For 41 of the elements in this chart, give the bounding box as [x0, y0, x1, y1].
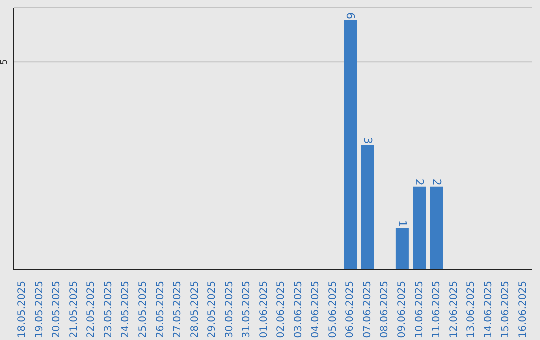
x-tick-label: 19.05.2025 — [34, 281, 46, 338]
x-tick-label: 30.05.2025 — [224, 281, 236, 338]
x-tick-label: 29.05.2025 — [207, 281, 218, 338]
x-tick-label: 04.06.2025 — [310, 281, 322, 338]
x-tick-label: 27.05.2025 — [172, 281, 184, 338]
x-tick-label: 21.05.2025 — [68, 281, 80, 338]
y-tick-label: 5 — [0, 59, 10, 65]
x-tick-label: 24.05.2025 — [120, 281, 132, 338]
x-tick-label: 31.05.2025 — [242, 281, 253, 338]
x-tick-label: 18.05.2025 — [17, 281, 28, 338]
x-tick-label: 12.06.2025 — [448, 281, 460, 338]
x-tick-label: 23.05.2025 — [103, 281, 114, 338]
bar — [396, 228, 409, 270]
x-tick-label: 06.06.2025 — [345, 281, 356, 338]
x-tick-label: 15.06.2025 — [500, 281, 512, 338]
x-tick-label: 09.06.2025 — [397, 281, 408, 338]
x-tick-label: 22.05.2025 — [86, 281, 98, 338]
x-tick-label: 03.06.2025 — [293, 281, 304, 338]
x-tick-label: 05.06.2025 — [328, 281, 339, 338]
x-tick-label: 16.06.2025 — [518, 281, 529, 338]
x-tick-label: 28.05.2025 — [190, 281, 201, 338]
x-tick-label: 14.06.2025 — [483, 281, 494, 338]
bar — [344, 20, 358, 270]
data-label: 1 — [396, 220, 409, 228]
bar — [413, 186, 426, 270]
data-label: 2 — [430, 178, 444, 186]
x-tick-label: 08.06.2025 — [380, 281, 391, 338]
bar — [430, 186, 444, 270]
x-tick-label: 25.05.2025 — [138, 281, 149, 338]
bar — [361, 145, 374, 270]
x-tick-label: 13.06.2025 — [466, 281, 478, 338]
x-tick-label: 26.05.2025 — [155, 281, 166, 338]
x-tick-label: 07.06.2025 — [362, 281, 374, 338]
data-label: 3 — [361, 137, 374, 144]
x-tick-label: 10.06.2025 — [414, 281, 426, 338]
x-tick-label: 20.05.2025 — [52, 281, 63, 338]
data-label: 6 — [344, 12, 358, 20]
x-tick-label: 02.06.2025 — [276, 281, 288, 338]
x-tick-label: 01.06.2025 — [258, 281, 270, 338]
data-label: 2 — [413, 178, 426, 186]
x-tick-label: 11.06.2025 — [432, 281, 443, 338]
